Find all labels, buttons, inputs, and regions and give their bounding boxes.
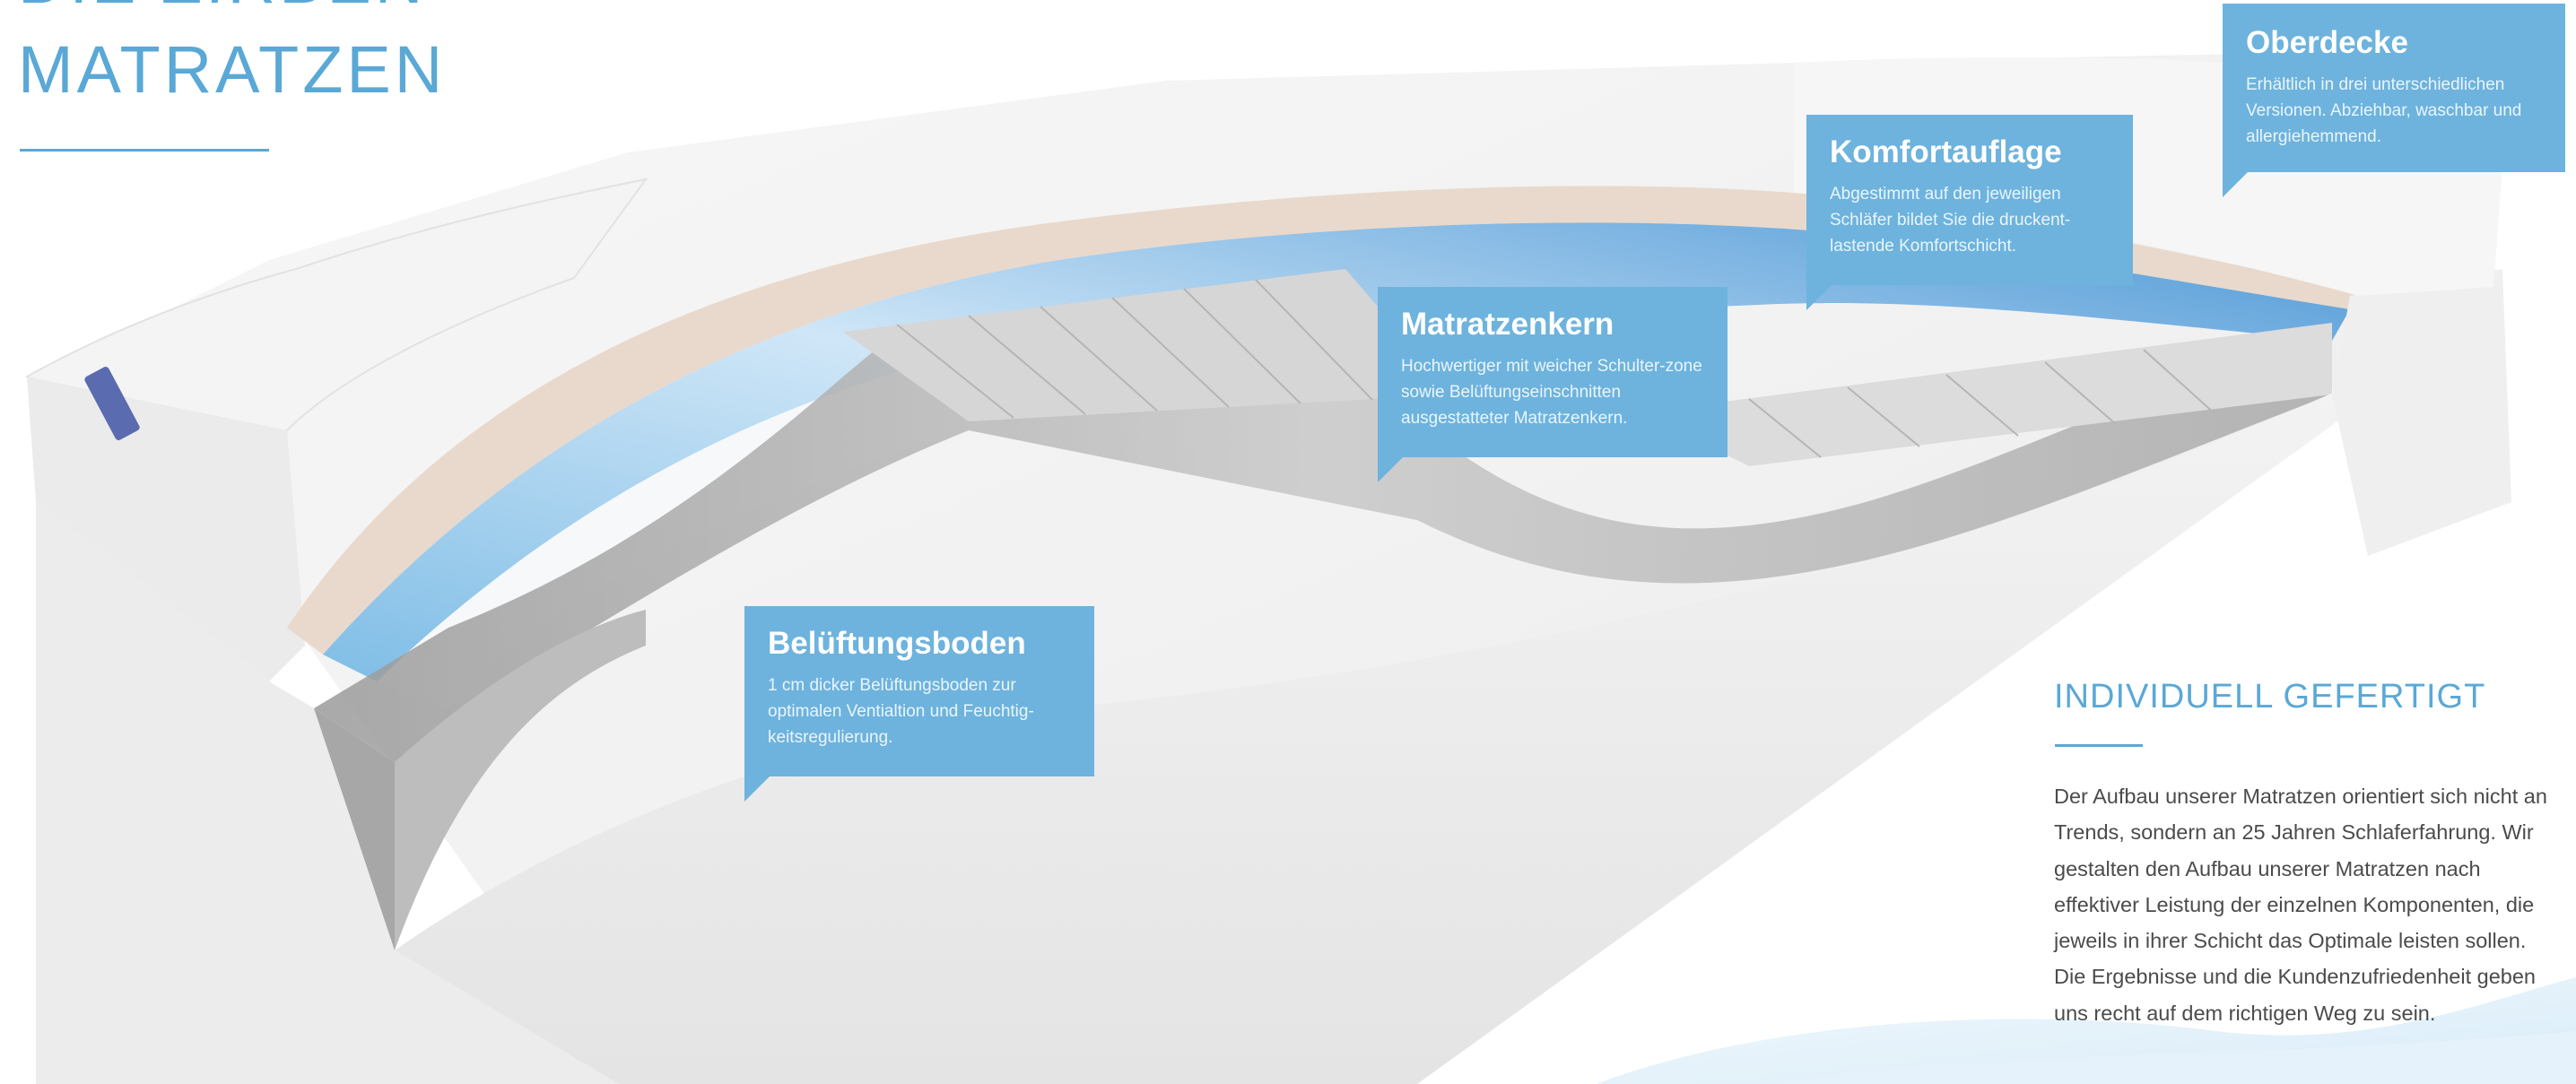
callout-matratzenkern: Matratzenkern Hochwertiger mit weicher S… [1378, 287, 1727, 482]
page-heading: DIE ZIRBEN MATRATZEN [18, 0, 446, 115]
callout-title: Matratzenkern [1401, 307, 1614, 342]
callout-text: Hochwertiger mit weicher Schulter-zone s… [1401, 357, 1702, 428]
callout-title: Belüftungsboden [768, 626, 1026, 661]
callout-title: Komfortauflage [1830, 134, 2062, 169]
callout-text: 1 cm dicker Belüftungsboden zur optimale… [768, 676, 1034, 747]
callout-belueftungsboden: Belüftungsboden 1 cm dicker Belüftungsbo… [744, 606, 1094, 802]
info-title: INDIVIDUELL GEFERTIGT [2054, 678, 2486, 715]
callout-oberdecke: Oberdecke Erhältlich in drei unterschied… [2223, 4, 2565, 197]
heading-line-1: DIE ZIRBEN [18, 0, 446, 25]
info-divider [2055, 744, 2143, 747]
callout-title: Oberdecke [2246, 25, 2408, 60]
callout-text: Erhältlich in drei unterschiedlichen Ver… [2246, 75, 2522, 146]
brand-label [84, 367, 140, 440]
heading-line-2: MATRATZEN [18, 32, 447, 107]
info-text: Der Aufbau unserer Matratzen orientiert … [2054, 785, 2547, 1025]
heading-divider [20, 149, 269, 152]
callout-komfortauflage: Komfortauflage Abgestimmt auf den jeweil… [1806, 115, 2133, 310]
callout-text: Abgestimmt auf den jeweiligen Schläfer b… [1830, 185, 2071, 256]
